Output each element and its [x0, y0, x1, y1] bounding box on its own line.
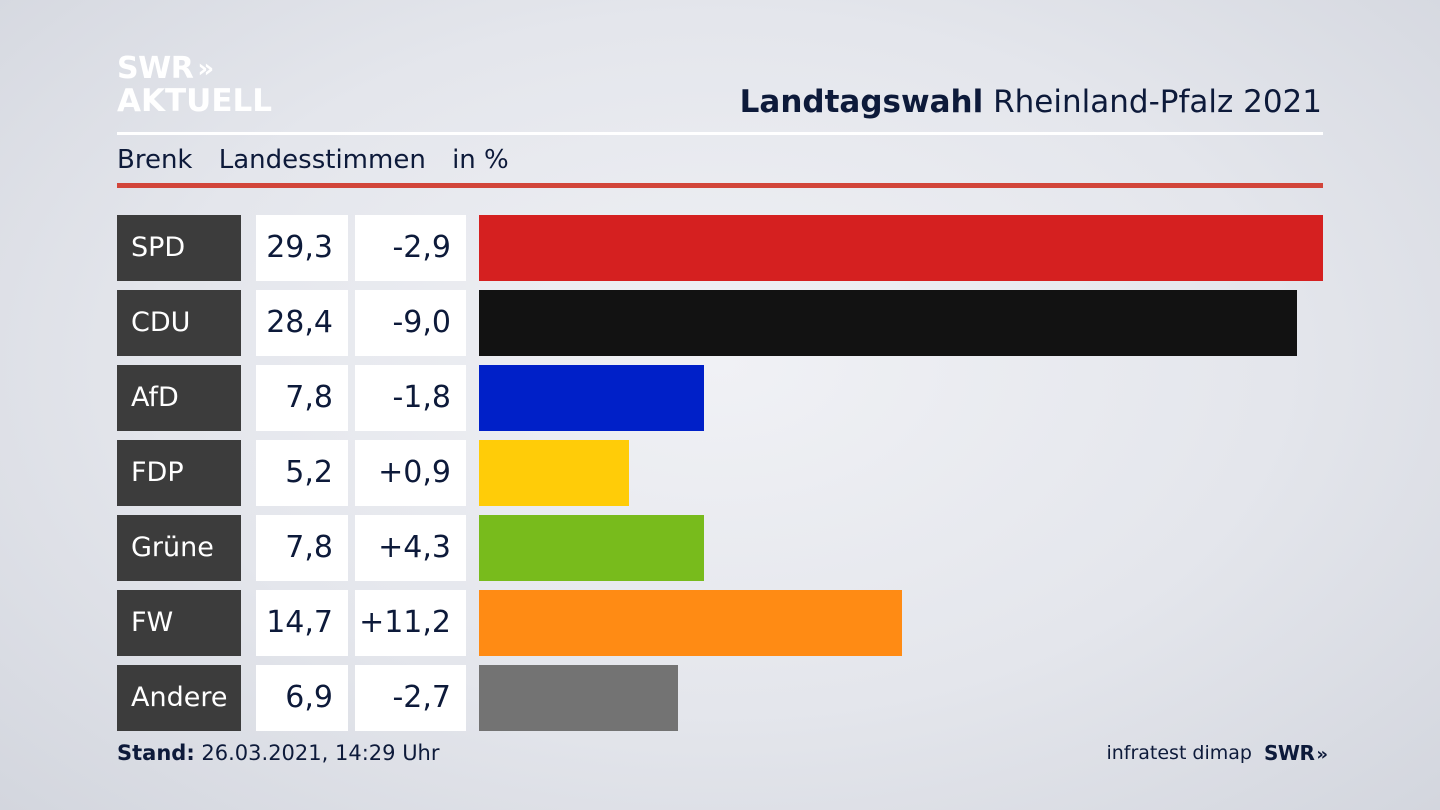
bar-afd	[479, 365, 704, 431]
stand-label: Stand:	[117, 741, 195, 765]
title-rest: Rheinland-Pfalz 2021	[993, 84, 1322, 120]
title-bold: Landtagswahl	[739, 84, 984, 120]
bar-fw	[479, 590, 902, 656]
chart-row: AfD 7,8 -1,8	[117, 365, 1323, 431]
value-label: 7,8	[256, 515, 348, 581]
diff-label: -2,7	[355, 665, 466, 731]
logo-swr-text: SWR	[117, 51, 194, 86]
bar-spd	[479, 215, 1323, 281]
bar-cdu	[479, 290, 1297, 356]
party-label: CDU	[117, 290, 241, 356]
bar-fdp	[479, 440, 629, 506]
swr-aktuell-logo: SWR » AKTUELL	[117, 54, 272, 117]
bar-andere	[479, 665, 678, 731]
footer-source: infratest dimap SWR»	[1106, 741, 1328, 765]
party-label: Grüne	[117, 515, 241, 581]
diff-label: -2,9	[355, 215, 466, 281]
party-label: FW	[117, 590, 241, 656]
party-label: FDP	[117, 440, 241, 506]
logo-aktuell-text: AKTUELL	[117, 83, 273, 119]
party-label: SPD	[117, 215, 241, 281]
subtitle-location: Brenk	[117, 145, 193, 175]
diff-label: +4,3	[355, 515, 466, 581]
value-label: 14,7	[256, 590, 348, 656]
chart-row: FW 14,7 +11,2	[117, 590, 1323, 656]
chart-row: Grüne 7,8 +4,3	[117, 515, 1323, 581]
logo-arrows-icon: »	[197, 54, 214, 84]
diff-label: -1,8	[355, 365, 466, 431]
diff-label: -9,0	[355, 290, 466, 356]
value-label: 7,8	[256, 365, 348, 431]
party-label: Andere	[117, 665, 241, 731]
footer-arrows-icon: »	[1316, 744, 1327, 765]
value-label: 5,2	[256, 440, 348, 506]
header-divider	[117, 132, 1323, 135]
footer-timestamp: Stand: 26.03.2021, 14:29 Uhr	[117, 741, 440, 765]
subtitle-unit: in %	[452, 145, 509, 175]
diff-label: +0,9	[355, 440, 466, 506]
chart-row: CDU 28,4 -9,0	[117, 290, 1323, 356]
party-label: AfD	[117, 365, 241, 431]
subtitle-type: Landesstimmen	[218, 145, 426, 175]
chart-title: Landtagswahl Rheinland-Pfalz 2021	[740, 84, 1322, 120]
footer-swr-text: SWR	[1263, 741, 1315, 765]
diff-label: +11,2	[355, 590, 466, 656]
chart-subtitle: Brenk Landesstimmen in %	[117, 145, 527, 175]
stand-value: 26.03.2021, 14:29 Uhr	[201, 741, 440, 765]
footer-swr-logo: SWR»	[1263, 741, 1328, 765]
chart-row: SPD 29,3 -2,9	[117, 215, 1323, 281]
chart-row: Andere 6,9 -2,7	[117, 665, 1323, 731]
value-label: 29,3	[256, 215, 348, 281]
source-text: infratest dimap	[1106, 742, 1252, 764]
chart-row: FDP 5,2 +0,9	[117, 440, 1323, 506]
value-label: 6,9	[256, 665, 348, 731]
value-label: 28,4	[256, 290, 348, 356]
accent-divider	[117, 183, 1323, 188]
bar-gr-ne	[479, 515, 704, 581]
